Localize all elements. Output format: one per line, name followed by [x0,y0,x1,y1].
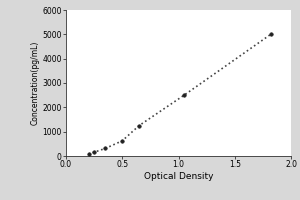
Y-axis label: Concentration(pg/mL): Concentration(pg/mL) [31,41,40,125]
X-axis label: Optical Density: Optical Density [144,172,213,181]
